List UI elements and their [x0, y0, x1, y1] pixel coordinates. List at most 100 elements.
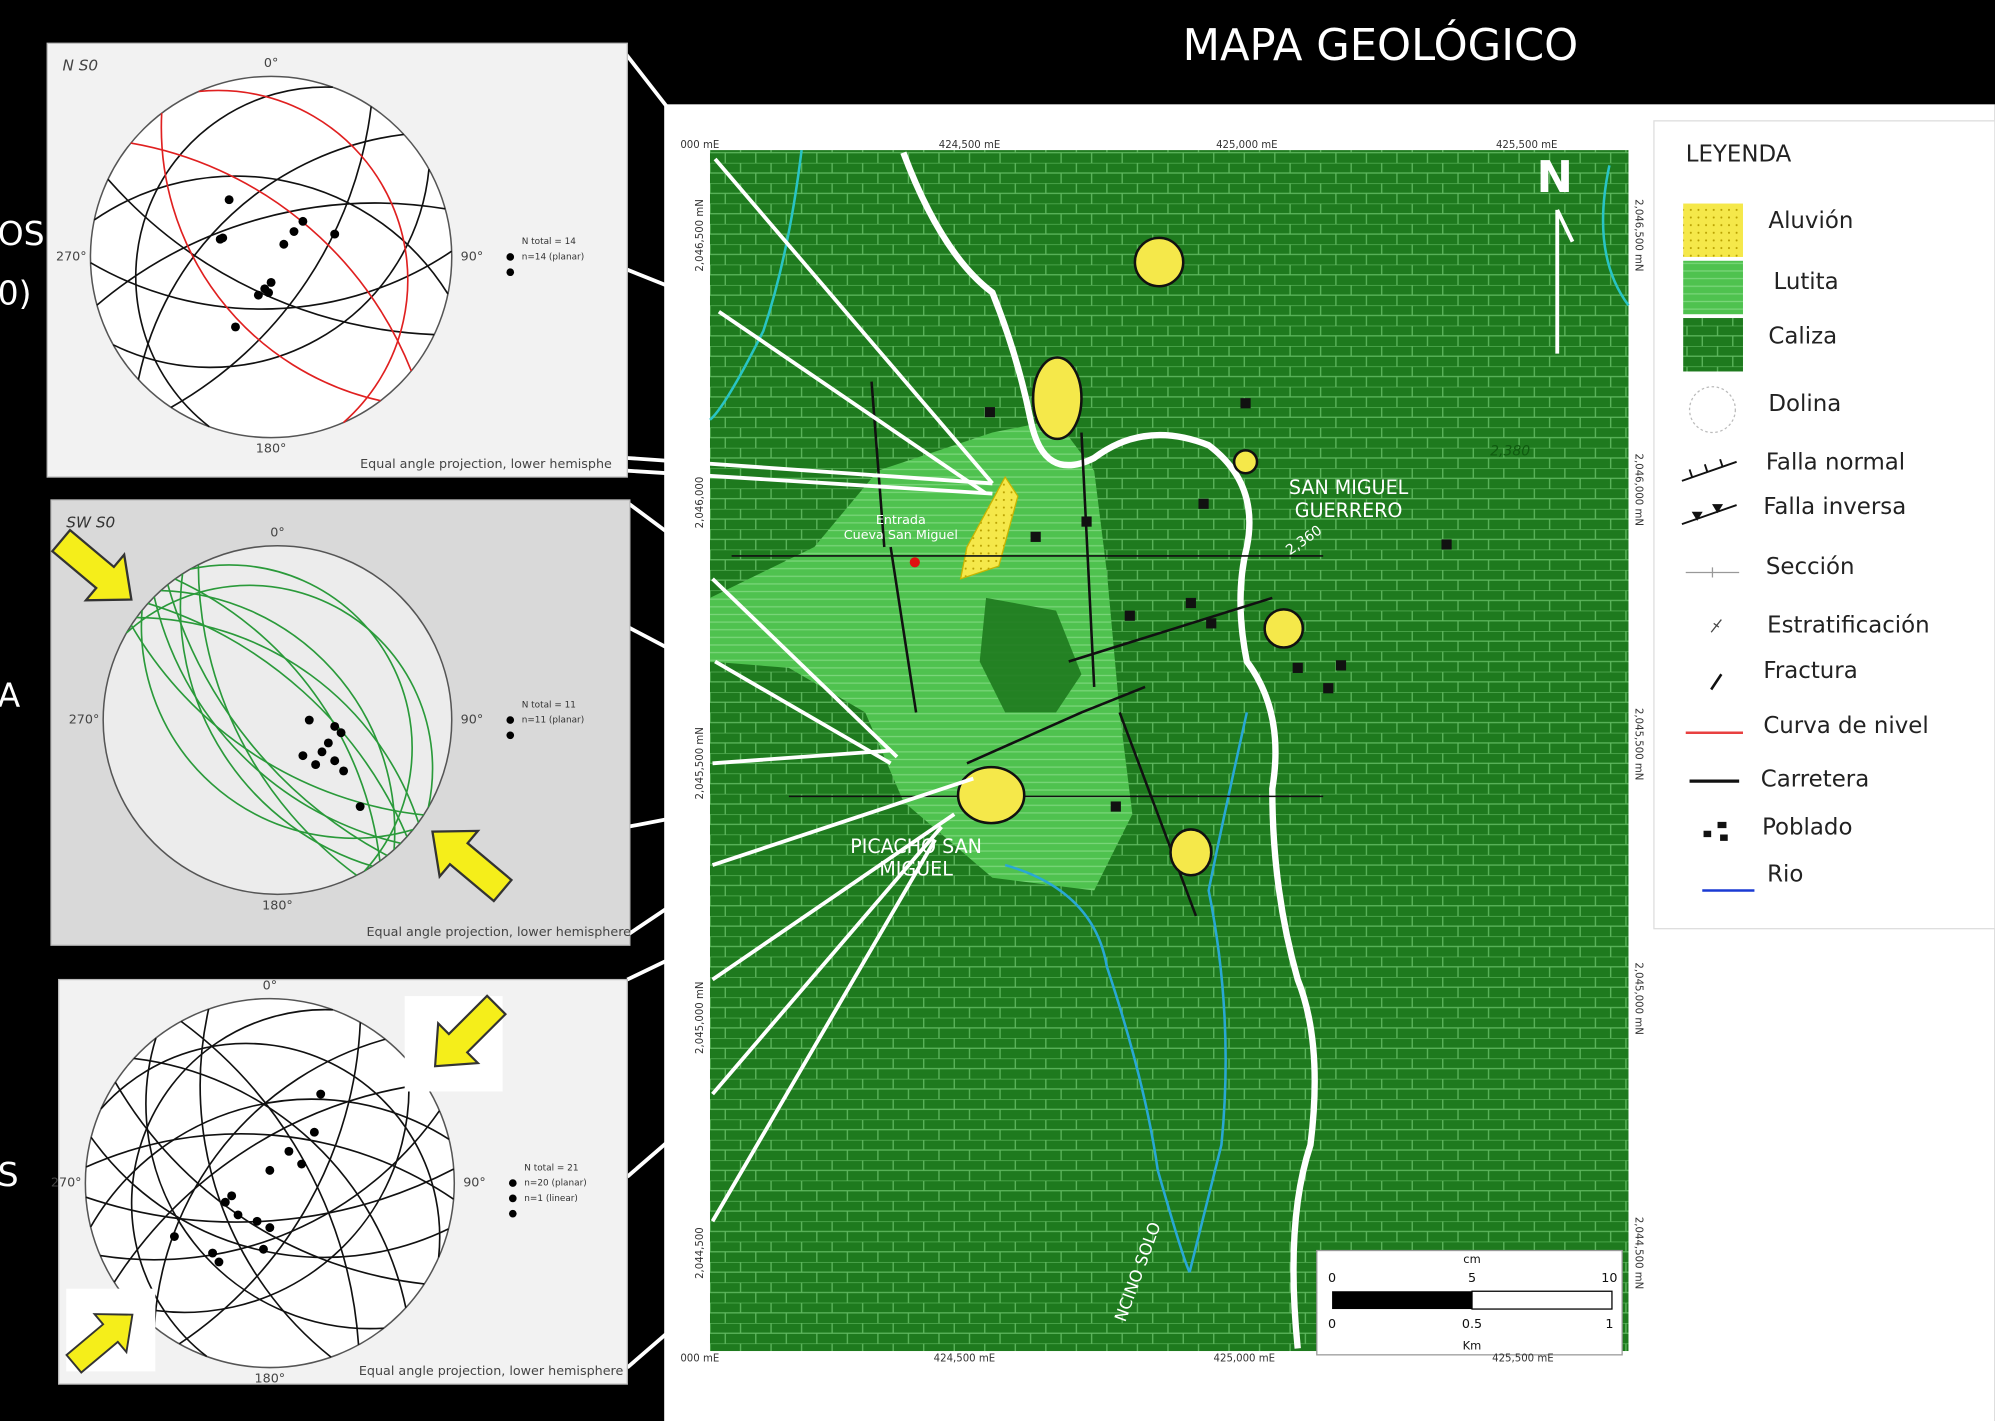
great-circle	[100, 1042, 441, 1258]
northing-label: 2,045,500 mN	[695, 727, 706, 799]
easting-label: 000 mE	[680, 140, 719, 151]
direction-label: 0°	[264, 55, 278, 70]
great-circle	[90, 250, 453, 310]
pole	[279, 239, 289, 249]
great-circle	[107, 178, 435, 336]
contour-label: 2,380	[1490, 444, 1530, 460]
projection-label: Equal angle projection, lower hemisphere	[367, 924, 632, 939]
pole	[311, 760, 321, 770]
great-circle	[85, 1168, 455, 1223]
pole	[297, 1159, 307, 1169]
connector-lines	[620, 49, 994, 1370]
scale-label: 10	[1601, 1270, 1617, 1285]
great-circle	[160, 113, 381, 402]
pole	[208, 1248, 218, 1258]
easting-label: 425,000 mE	[1216, 140, 1278, 151]
pole	[214, 1257, 224, 1267]
projection-label: Equal angle projection, lower hemisphere	[359, 1363, 624, 1378]
great-circle	[137, 133, 404, 380]
legend-label: Fractura	[1763, 658, 1857, 684]
cave-entrance	[909, 557, 920, 568]
direction-label: 270°	[51, 1175, 82, 1190]
scale-bar	[1332, 1291, 1473, 1310]
scale-label: 5	[1468, 1270, 1476, 1285]
legend-label: Carretera	[1761, 766, 1869, 792]
projection-label: Equal angle projection, lower hemisphe	[360, 456, 612, 471]
place-label: Cueva San Miguel	[844, 527, 958, 542]
direction-label: 180°	[262, 897, 293, 912]
legend-symbol	[1710, 619, 1722, 633]
stats-dot	[508, 1194, 517, 1203]
great-circle	[114, 1081, 425, 1285]
legend-label: Curva de nivel	[1763, 713, 1928, 739]
pole	[227, 1191, 237, 1201]
pole	[316, 1089, 326, 1099]
easting-label: 425,500 mE	[1492, 1354, 1554, 1365]
villages	[984, 398, 1452, 812]
northing-label: 2,046,500 mN	[695, 199, 706, 271]
easting-label: 425,500 mE	[1496, 140, 1558, 151]
stats-dot	[506, 253, 515, 261]
place-label: MIGUEL	[879, 859, 953, 881]
great-circle	[198, 89, 409, 424]
stereonet-label: N S0	[62, 57, 98, 75]
pole	[330, 721, 340, 731]
stats-dot	[506, 268, 515, 277]
primitive-circle	[102, 544, 453, 896]
northing-label: 2,044,500	[695, 1227, 706, 1279]
pole	[215, 234, 225, 244]
scale-label: Km	[1463, 1338, 1482, 1352]
legend-symbol	[1681, 504, 1737, 526]
stress-arrow	[433, 994, 507, 1068]
north-label: N	[1537, 153, 1573, 203]
stress-arrow	[431, 829, 514, 903]
scale-label: 0	[1328, 1316, 1336, 1331]
pole	[265, 1165, 275, 1175]
scale-label: 1	[1605, 1316, 1613, 1331]
river	[1601, 165, 1630, 307]
pole	[259, 1244, 268, 1254]
dolinas	[956, 236, 1305, 877]
primitive-circle	[84, 997, 456, 1369]
pole	[323, 738, 333, 748]
great-circle	[197, 564, 358, 876]
stats-dot	[508, 1209, 517, 1218]
stats-text: n=20 (planar)	[524, 1179, 586, 1189]
legend-swatch	[1683, 260, 1743, 315]
north-arrow	[1555, 209, 1575, 354]
great-circle	[130, 1008, 333, 1358]
direction-label: 90°	[461, 248, 484, 263]
pole	[298, 751, 308, 761]
legend-swatch	[1683, 203, 1743, 257]
great-circle	[113, 1083, 426, 1283]
legend-symbol	[1703, 821, 1728, 841]
easting-label: 424,500 mE	[934, 1354, 996, 1365]
direction-label: 270°	[69, 712, 100, 727]
edge-text: OS	[0, 214, 45, 253]
stats-text: n=11 (planar)	[522, 716, 584, 726]
pole	[264, 288, 274, 298]
stress-arrow	[50, 528, 133, 602]
legend-label: Falla normal	[1766, 450, 1905, 476]
stats-text: n=1 (linear)	[524, 1194, 578, 1204]
great-circle	[134, 86, 333, 428]
great-circle	[136, 616, 420, 823]
stats-dot	[506, 731, 515, 740]
pole	[330, 229, 340, 239]
great-circle	[85, 1132, 455, 1200]
river	[1004, 863, 1191, 1273]
pole	[298, 216, 308, 226]
caliza-window	[979, 597, 1082, 713]
great-circle	[100, 1110, 441, 1261]
direction-label: 0°	[270, 525, 284, 540]
pole	[233, 1210, 243, 1220]
pole	[220, 1197, 230, 1207]
edge-text: 0)	[0, 274, 32, 313]
great-circle	[179, 573, 373, 868]
edge-text: A	[0, 676, 21, 715]
great-circle	[90, 1136, 449, 1259]
northing-label: 2,044,500 mN	[1633, 1217, 1644, 1289]
great-circle	[96, 202, 446, 306]
direction-label: 180°	[256, 441, 287, 456]
